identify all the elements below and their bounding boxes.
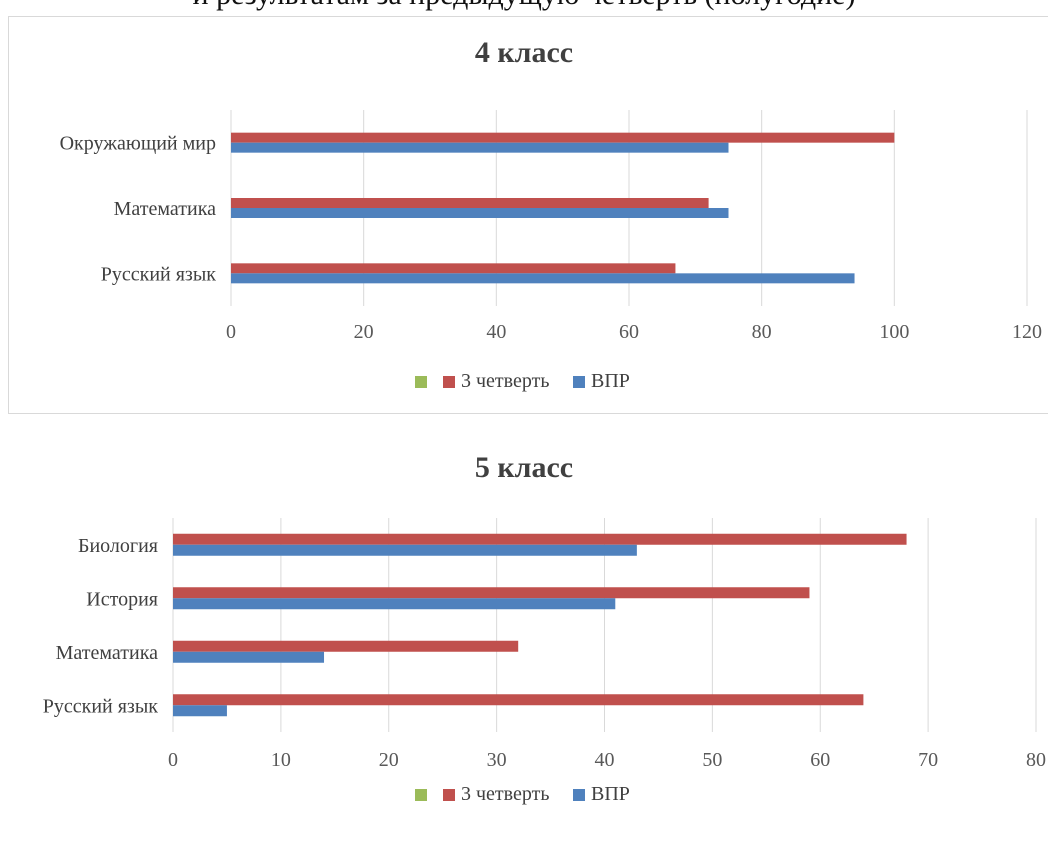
x-tick-label-grade5: 50 bbox=[702, 749, 722, 771]
category-label-grade5: Математика bbox=[56, 642, 158, 664]
x-tick-label-grade4: 100 bbox=[879, 321, 909, 343]
legend-swatch-grade5 bbox=[415, 789, 427, 801]
legend-label-grade4: ВПР bbox=[591, 370, 630, 392]
x-tick-label-grade4: 0 bbox=[226, 321, 236, 343]
bar-vpr-grade4 bbox=[231, 273, 855, 284]
category-label-grade5: История bbox=[86, 588, 158, 610]
category-label-grade4: Математика bbox=[114, 198, 216, 220]
bar-vpr-grade5 bbox=[173, 544, 637, 556]
category-label-grade4: Окружающий мир bbox=[60, 133, 216, 155]
x-tick-label-grade4: 60 bbox=[619, 321, 639, 343]
bar-3-chetvert-grade5 bbox=[173, 587, 810, 599]
x-tick-label-grade5: 70 bbox=[918, 749, 938, 771]
x-tick-label-grade5: 0 bbox=[168, 749, 178, 771]
bar-vpr-grade4 bbox=[231, 142, 729, 153]
x-tick-label-grade4: 80 bbox=[752, 321, 772, 343]
category-label-grade4: Русский язык bbox=[101, 263, 217, 285]
bar-3-chetvert-grade4 bbox=[231, 198, 709, 208]
bar-3-chetvert-grade5 bbox=[173, 640, 519, 652]
legend-swatch-grade5 bbox=[573, 789, 585, 801]
category-label-grade5: Биология bbox=[78, 535, 158, 557]
legend-swatch-grade4 bbox=[415, 376, 427, 388]
bar-vpr-grade4 bbox=[231, 208, 729, 218]
bar-3-chetvert-grade4 bbox=[231, 263, 676, 274]
bar-3-chetvert-grade4 bbox=[231, 132, 895, 143]
x-tick-label-grade5: 30 bbox=[487, 749, 507, 771]
bar-3-chetvert-grade5 bbox=[173, 694, 864, 706]
x-tick-label-grade4: 40 bbox=[486, 321, 506, 343]
x-tick-label-grade5: 80 bbox=[1026, 749, 1046, 771]
legend-label-grade5: ВПР bbox=[591, 783, 630, 805]
x-tick-label-grade5: 20 bbox=[379, 749, 399, 771]
x-tick-label-grade5: 60 bbox=[810, 749, 830, 771]
bar-3-chetvert-grade5 bbox=[173, 533, 907, 545]
page-heading: и результатам за предыдущую четверть (по… bbox=[0, 0, 1048, 12]
x-tick-label-grade4: 20 bbox=[354, 321, 374, 343]
legend-label-grade5: 3 четверть bbox=[461, 783, 549, 805]
bar-vpr-grade5 bbox=[173, 705, 227, 717]
bar-vpr-grade5 bbox=[173, 651, 325, 663]
category-label-grade5: Русский язык bbox=[43, 695, 159, 717]
page-heading-cropped: и результатам за предыдущую четверть (по… bbox=[0, 0, 1048, 20]
x-tick-label-grade5: 40 bbox=[595, 749, 615, 771]
x-tick-label-grade5: 10 bbox=[271, 749, 291, 771]
legend-label-grade4: 3 четверть bbox=[461, 370, 549, 392]
legend-swatch-grade5 bbox=[443, 789, 455, 801]
bar-vpr-grade5 bbox=[173, 598, 616, 610]
legend-swatch-grade4 bbox=[573, 376, 585, 388]
chart-title-grade5: 5 класс bbox=[475, 451, 573, 484]
chart-title-grade4: 4 класс bbox=[475, 36, 573, 69]
legend-swatch-grade4 bbox=[443, 376, 455, 388]
chart-frame-grade4 bbox=[8, 16, 1048, 414]
x-tick-label-grade4: 120 bbox=[1012, 321, 1042, 343]
